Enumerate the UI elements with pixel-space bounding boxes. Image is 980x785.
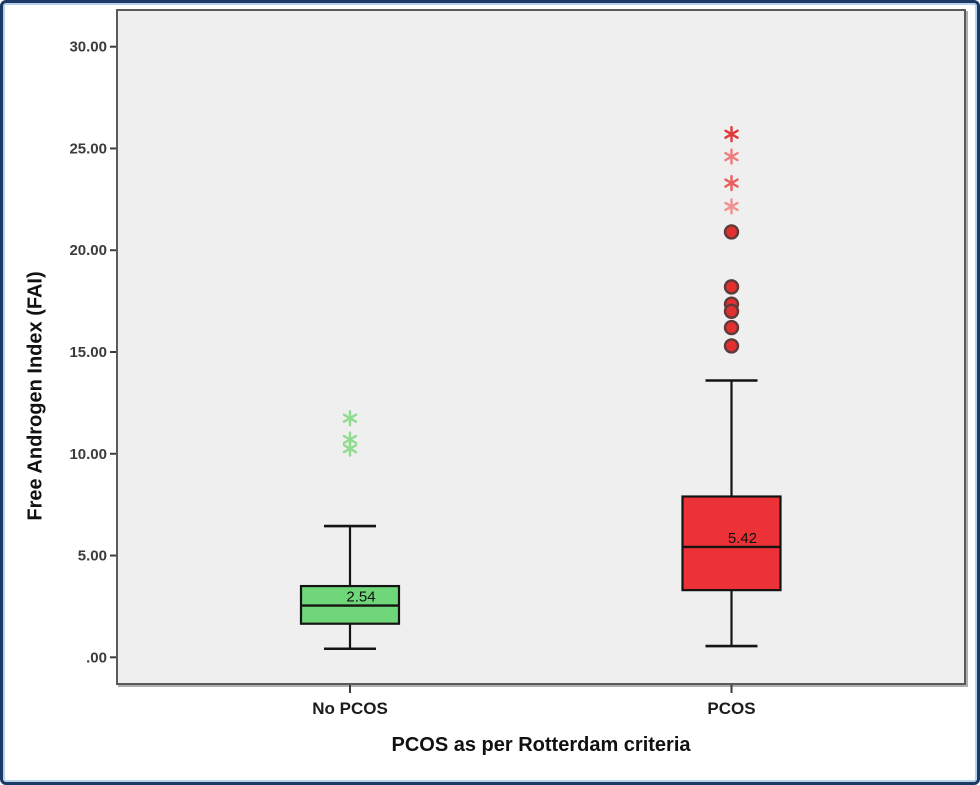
y-tick-label: 30.00: [69, 39, 107, 56]
y-tick-label: .00: [86, 649, 107, 666]
x-tick-label: No PCOS: [312, 699, 388, 718]
outlier-asterisk: [342, 434, 358, 445]
outlier-circle: [723, 279, 740, 295]
y-tick-label: 25.00: [69, 140, 107, 157]
outlier-asterisk: [724, 201, 739, 212]
y-tick-label: 10.00: [69, 446, 107, 463]
outlier-asterisk: [342, 413, 358, 423]
y-tick-label: 20.00: [69, 242, 107, 259]
outlier-circle: [723, 303, 740, 319]
median-value-label: 2.54: [346, 589, 375, 606]
outlier-asterisk: [724, 129, 739, 139]
outlier-circle: [723, 319, 740, 336]
outlier-asterisk: [724, 178, 739, 188]
outlier-asterisk: [724, 151, 739, 162]
outlier-circle: [723, 338, 740, 354]
outlier-circle: [723, 224, 740, 240]
x-tick-label: PCOS: [707, 699, 755, 718]
median-value-label: 5.42: [728, 530, 757, 547]
iqr-box: [681, 495, 782, 592]
x-axis-title: PCOS as per Rotterdam criteria: [391, 734, 691, 756]
y-tick-label: 15.00: [69, 344, 107, 361]
plot-area: [116, 9, 966, 685]
y-axis-title: Free Androgen Index (FAI): [24, 271, 47, 521]
outlier-asterisk: [342, 443, 358, 454]
y-tick-label: 5.00: [78, 548, 107, 565]
